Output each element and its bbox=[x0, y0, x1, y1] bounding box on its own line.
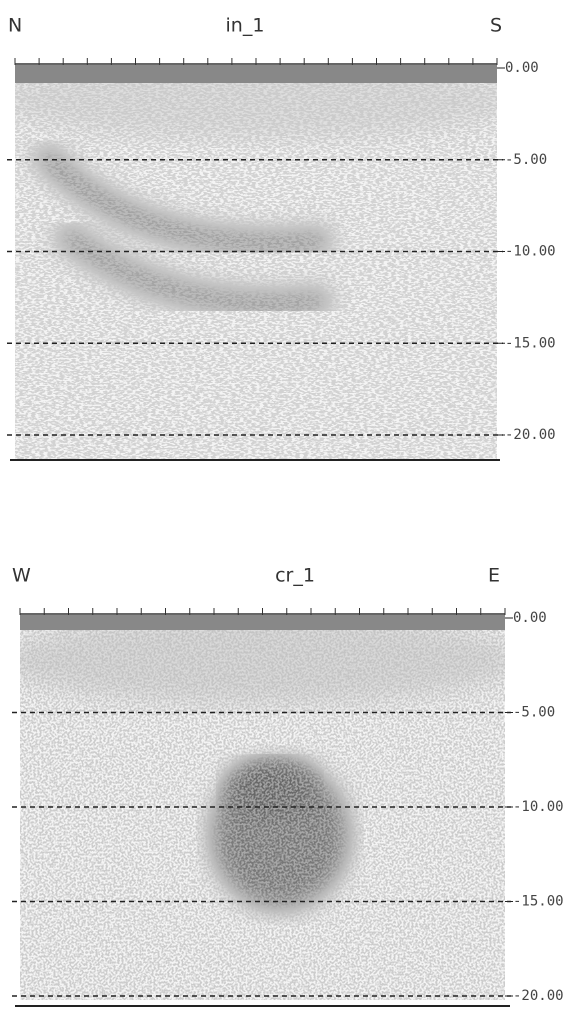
depth-tick-label: -20.00 bbox=[505, 427, 556, 443]
radargram-1 bbox=[15, 83, 497, 460]
panel-title: in_1 bbox=[226, 15, 265, 37]
depth-tick-label: -10.00 bbox=[505, 244, 556, 260]
panel-title: cr_1 bbox=[275, 565, 315, 587]
radargram-2 bbox=[20, 630, 505, 1000]
direction-label: W bbox=[12, 565, 31, 587]
direction-label: S bbox=[490, 15, 502, 37]
depth-tick-label: -10.00 bbox=[513, 799, 564, 815]
surface-bar bbox=[15, 65, 497, 83]
depth-tick-label: 0.00 bbox=[513, 610, 547, 626]
direction-label: N bbox=[8, 15, 22, 37]
depth-tick-label: -20.00 bbox=[513, 988, 564, 1004]
depth-tick-label: 0.00 bbox=[505, 60, 539, 76]
depth-tick-label: -5.00 bbox=[505, 152, 547, 168]
depth-tick-label: -5.00 bbox=[513, 705, 555, 721]
surface-bar bbox=[20, 615, 505, 630]
depth-tick-label: -15.00 bbox=[513, 894, 564, 910]
direction-label: E bbox=[488, 565, 500, 587]
depth-tick-label: -15.00 bbox=[505, 335, 556, 351]
